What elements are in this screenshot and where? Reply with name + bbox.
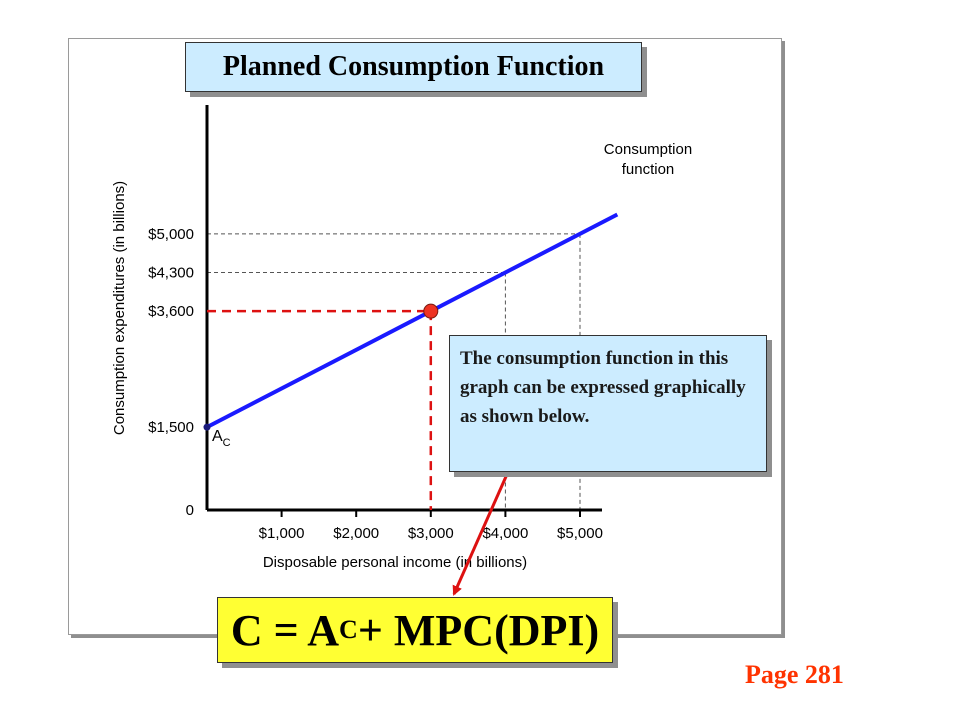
- callout-box: The consumption function in this graph c…: [449, 335, 767, 472]
- equation-rhs: + MPC(DPI): [357, 605, 600, 655]
- equation-subscript: C: [339, 615, 358, 644]
- x-axis-title: Disposable personal income (in billions): [263, 554, 527, 571]
- y-tick-label: $4,300: [148, 265, 194, 282]
- y-tick-label: $3,600: [148, 303, 194, 320]
- x-tick-label: $1,000: [259, 525, 305, 542]
- x-tick-label: $3,000: [408, 525, 454, 542]
- chart-title: Planned Consumption Function: [185, 42, 642, 92]
- intercept-label: AC: [212, 428, 231, 449]
- y-tick-label: $1,500: [148, 419, 194, 436]
- y-tick-label: $5,000: [148, 226, 194, 243]
- consumption-function-line: [206, 212, 619, 429]
- x-tick-label: $4,000: [482, 525, 528, 542]
- callout-arrow: [452, 471, 510, 596]
- equation-lhs: C = A: [230, 605, 340, 655]
- x-tick-label: $2,000: [333, 525, 379, 542]
- origin-label: 0: [186, 502, 194, 519]
- x-tick-label: $5,000: [557, 525, 603, 542]
- series-label: Consumption function: [604, 141, 692, 178]
- y-axis-title: Consumption expenditures (in billions): [111, 181, 128, 435]
- intercept-point: [203, 423, 211, 431]
- highlight-point: [423, 303, 439, 319]
- page-reference: Page 281: [745, 660, 844, 689]
